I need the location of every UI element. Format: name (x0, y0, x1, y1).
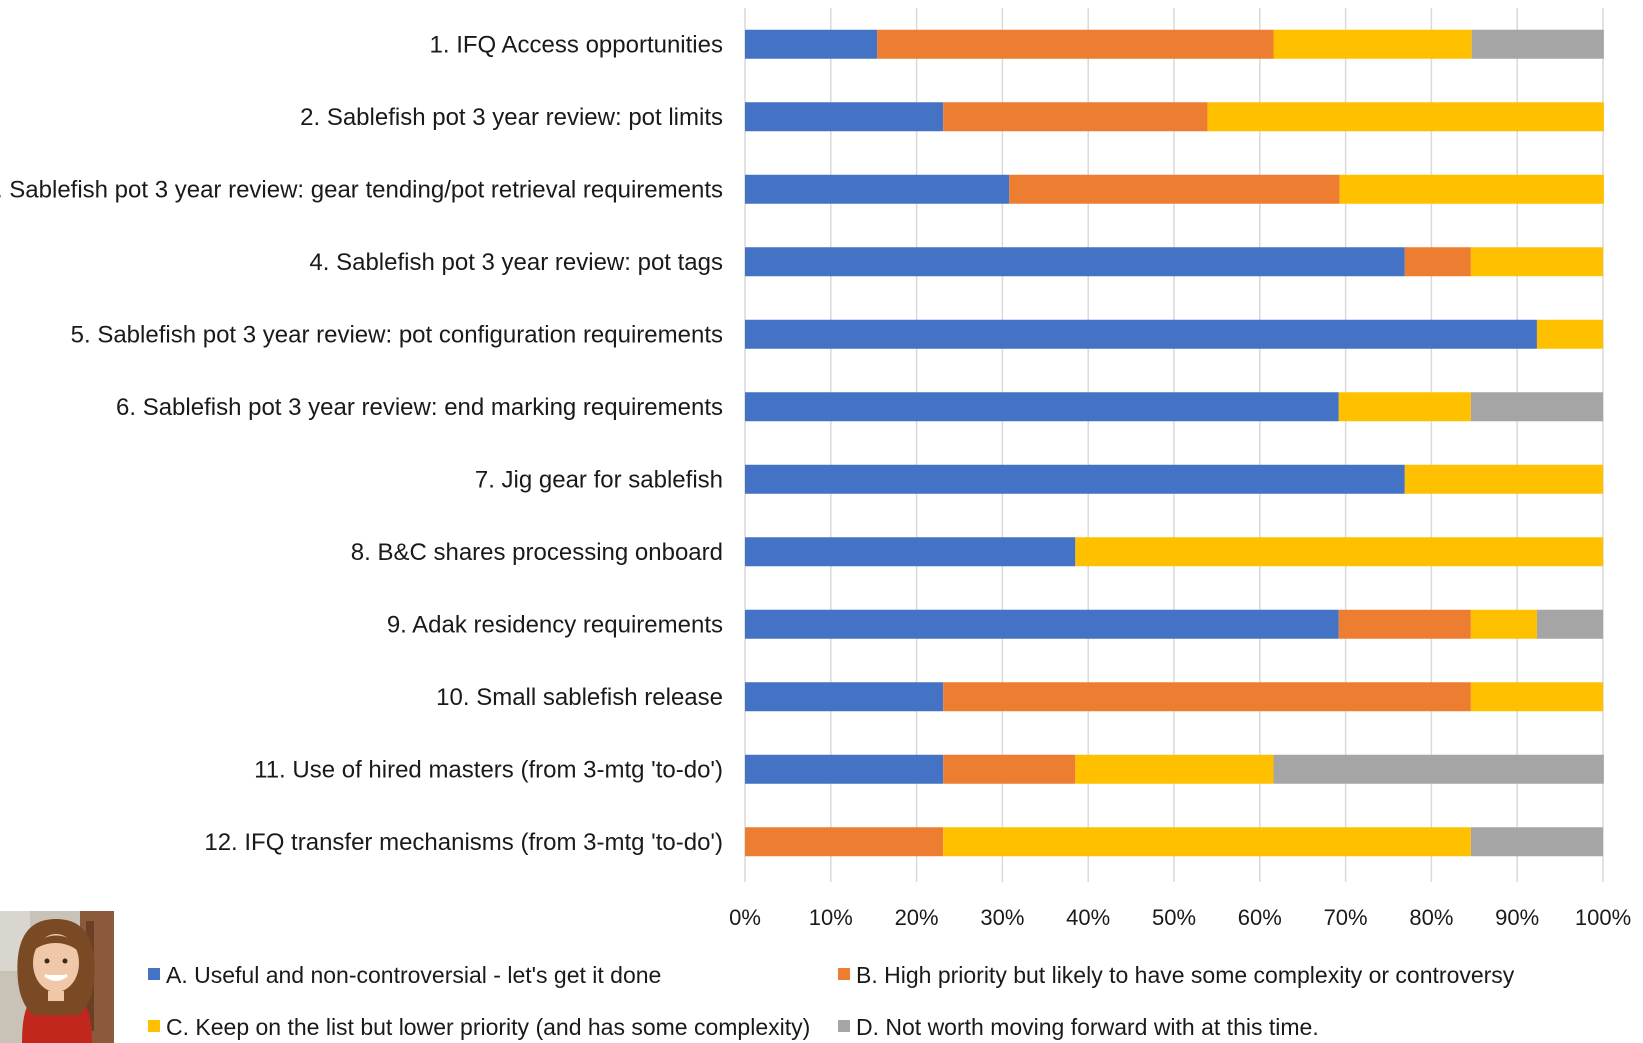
bar-segment (745, 174, 1010, 204)
bar-segment (1470, 682, 1603, 712)
category-label: 1. IFQ Access opportunities (430, 31, 723, 58)
x-tick-label: 10% (809, 905, 853, 930)
legend-label: B. High priority but likely to have some… (856, 962, 1515, 988)
legend-swatch (838, 1020, 850, 1032)
category-label: 5. Sablefish pot 3 year review: pot conf… (71, 321, 723, 348)
x-tick-label: 90% (1495, 905, 1539, 930)
x-tick-label: 100% (1575, 905, 1631, 930)
bar-segment (1075, 537, 1603, 567)
category-label: 9. Adak residency requirements (387, 611, 723, 638)
bar-segment (1470, 392, 1603, 422)
category-label: 11. Use of hired masters (from 3-mtg 'to… (254, 756, 723, 783)
bar-segment (1471, 29, 1604, 59)
x-tick-label: 40% (1066, 905, 1110, 930)
bar-segment (745, 102, 944, 132)
category-label: 4. Sablefish pot 3 year review: pot tags (309, 249, 723, 276)
bar-segment (943, 827, 1471, 857)
bar-segment (745, 247, 1405, 277)
gridlines (744, 8, 1604, 882)
x-tick-label: 80% (1409, 905, 1453, 930)
bar-segment (1009, 174, 1340, 204)
bar-segment (943, 102, 1208, 132)
bar-segment (943, 682, 1471, 712)
bar-segment (745, 609, 1339, 639)
x-tick-label: 20% (895, 905, 939, 930)
category-label: 3. Sablefish pot 3 year review: gear ten… (0, 176, 723, 203)
legend-label: A. Useful and non-controversial - let's … (166, 962, 661, 988)
bar-segment (745, 827, 944, 857)
bar-segment (1536, 319, 1603, 349)
bar-segment (745, 537, 1076, 567)
x-tick-label: 60% (1238, 905, 1282, 930)
legend-swatch (148, 1020, 160, 1032)
category-label: 7. Jig gear for sablefish (475, 466, 723, 493)
bar-segment (1338, 609, 1471, 639)
bar-segment (1470, 247, 1603, 277)
bar-segment (1207, 102, 1604, 132)
category-labels: 1. IFQ Access opportunities 2. Sablefish … (0, 31, 723, 856)
bar-segment (1273, 29, 1472, 59)
bar-segment (1470, 609, 1537, 639)
bar-segment (1338, 392, 1471, 422)
bar-segment (745, 682, 944, 712)
legend-label: C. Keep on the list but lower priority (… (166, 1014, 810, 1040)
bar-segment (877, 29, 1274, 59)
category-label: 8. B&C shares processing onboard (351, 539, 723, 566)
category-label: 10. Small sablefish release (436, 684, 723, 711)
bar-segment (745, 464, 1405, 494)
bar-segment (745, 754, 944, 784)
bar-segment (1536, 609, 1603, 639)
bar-segment (1470, 827, 1603, 857)
bar-segment (1404, 247, 1471, 277)
bars (745, 29, 1604, 857)
category-label: 6. Sablefish pot 3 year review: end mark… (116, 394, 723, 421)
bar-segment (1404, 464, 1603, 494)
legend-label: D. Not worth moving forward with at this… (856, 1014, 1319, 1040)
bar-segment (1075, 754, 1274, 784)
bar-segment (745, 29, 878, 59)
category-label: 12. IFQ transfer mechanisms (from 3-mtg … (204, 829, 723, 856)
bar-segment (745, 319, 1537, 349)
legend-swatch (148, 968, 160, 980)
presenter-photo (0, 911, 114, 1043)
x-tick-labels: 0% 10% 20% 30% 40% 50% 60% 70% 80% 90% 100% (729, 905, 1631, 930)
legend-swatch (838, 968, 850, 980)
x-tick-label: 0% (729, 905, 761, 930)
bar-segment (943, 754, 1076, 784)
category-label: 2. Sablefish pot 3 year review: pot limi… (300, 104, 723, 131)
x-tick-label: 70% (1324, 905, 1368, 930)
x-tick-label: 30% (980, 905, 1024, 930)
legend: A. Useful and non-controversial - let's … (148, 962, 1515, 1040)
x-tick-label: 50% (1152, 905, 1196, 930)
bar-segment (1339, 174, 1604, 204)
bar-segment (1273, 754, 1604, 784)
bar-segment (745, 392, 1339, 422)
